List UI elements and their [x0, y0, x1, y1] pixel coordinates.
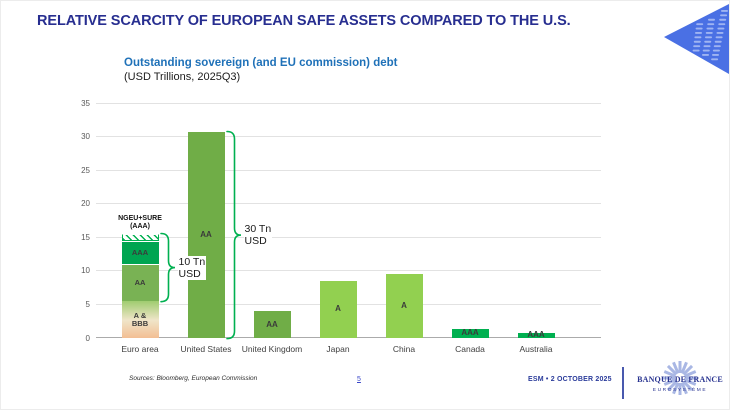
- page-number-link[interactable]: 5: [357, 376, 361, 383]
- bar-segment: A: [319, 280, 357, 338]
- y-tick-label: 15: [81, 232, 90, 242]
- bar-segment: AAA: [517, 330, 555, 340]
- y-tick-label: 30: [81, 132, 90, 142]
- rating-label: A: [335, 304, 341, 314]
- rating-label: AAA: [527, 330, 545, 340]
- y-tick-label: 5: [85, 299, 90, 309]
- x-category-label: Canada: [455, 344, 485, 354]
- chart-subtitle: (USD Trillions, 2025Q3): [124, 71, 241, 83]
- y-tick-label: 25: [81, 165, 90, 175]
- rating-label: AAA: [461, 328, 479, 338]
- event-date-label: ESM • 2 OCTOBER 2025: [528, 376, 612, 383]
- bar-segment: AAA: [121, 240, 159, 265]
- banque-de-france-logo: BANQUE DE FRANCE EUROSYSTÈME: [631, 361, 729, 407]
- bar-segment: A & BBB: [121, 301, 159, 338]
- chart-title: Outstanding sovereign (and EU commission…: [124, 57, 398, 69]
- rating-label: AA: [200, 229, 212, 239]
- footer-divider: [622, 367, 624, 399]
- rating-label: AA: [266, 319, 278, 329]
- x-category-label: United Kingdom: [241, 344, 303, 354]
- callout-label: NGEU+SURE (AAA): [118, 214, 162, 231]
- sources-note: Sources: Bloomberg, European Commission: [129, 375, 258, 382]
- rating-label: A & BBB: [131, 310, 149, 328]
- bracket-annotation: [225, 130, 241, 340]
- eurosystem-label: EUROSYSTÈME: [652, 388, 708, 393]
- bracket-annotation: [159, 232, 175, 303]
- plot-area: 0 5 10 15 20 25 30 35 Euro area A & BBB AA AAA United…: [81, 99, 601, 354]
- x-category-label: Euro area: [121, 344, 159, 354]
- bar-segment: [121, 233, 159, 241]
- x-category-label: Japan: [326, 344, 350, 354]
- bar-segment: A: [385, 274, 423, 338]
- gridline: [96, 270, 601, 272]
- y-tick-label: 20: [81, 199, 90, 209]
- bar-segment: AA: [253, 311, 291, 338]
- x-category-label: Australia: [519, 344, 553, 354]
- x-category-label: China: [392, 344, 416, 354]
- esm-logo-icon: [664, 4, 729, 74]
- gridline: [96, 236, 601, 238]
- y-tick-label: 0: [85, 333, 90, 343]
- y-tick-label: 35: [81, 98, 90, 108]
- bracket-label: 10 Tn USD: [177, 255, 207, 280]
- gridline: [96, 136, 601, 138]
- bar-segment: AA: [187, 131, 225, 338]
- sunburst-icon: [663, 361, 697, 395]
- rating-label: A: [401, 301, 407, 311]
- rating-label: AAA: [131, 247, 149, 257]
- gridline: [96, 102, 601, 104]
- x-category-label: United States: [180, 344, 232, 354]
- bar-segment: AAA: [451, 328, 489, 338]
- bank-name-label: BANQUE DE FRANCE: [637, 375, 723, 384]
- bracket-label: 30 Tn USD: [243, 222, 273, 247]
- slide-title: RELATIVE SCARCITY OF EUROPEAN SAFE ASSET…: [37, 13, 571, 29]
- gridline: [96, 169, 601, 171]
- y-tick-label: 10: [81, 266, 90, 276]
- rating-label: AA: [134, 278, 146, 288]
- bar-segment: AA: [121, 264, 159, 302]
- gridline: [96, 203, 601, 205]
